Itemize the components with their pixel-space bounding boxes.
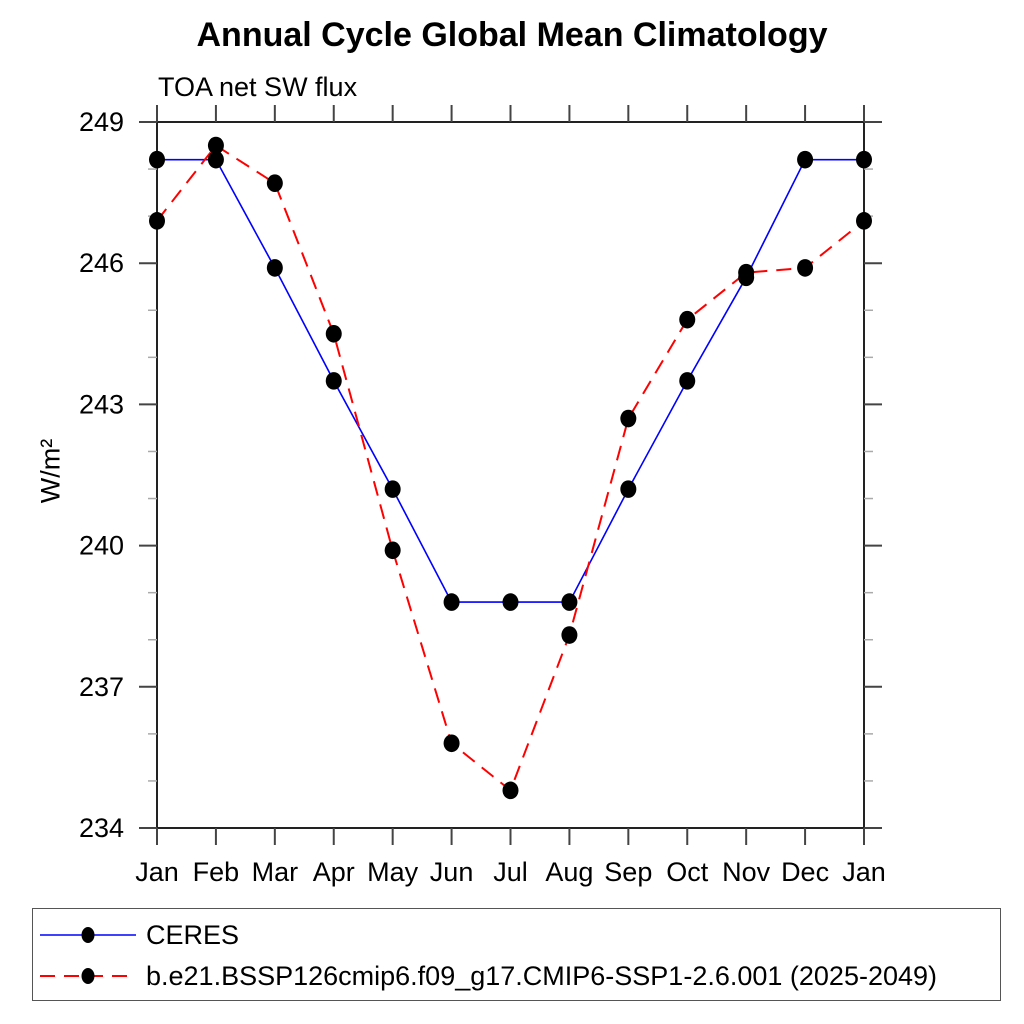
series-line-0 <box>157 158 864 603</box>
data-point-marker-0 <box>620 480 637 498</box>
x-tick-label: Apr <box>313 857 355 887</box>
x-tick-label: Sep <box>604 857 652 887</box>
legend-item-ceres: CERES <box>38 921 239 949</box>
data-point-marker-1 <box>384 541 401 560</box>
data-point-marker-0 <box>149 150 165 169</box>
legend-swatch-model <box>40 968 136 984</box>
data-point-marker-1 <box>856 212 872 230</box>
data-point-marker-1 <box>266 174 283 192</box>
x-tick-label: Aug <box>545 857 593 887</box>
chart-title: Annual Cycle Global Mean Climatology <box>196 16 828 54</box>
data-point-marker-1 <box>738 263 755 282</box>
legend-label-model: b.e21.BSSP126cmip6.f09_g17.CMIP6-SSP1-2.… <box>146 961 938 991</box>
legend-box: CERES b.e21.BSSP126cmip6.f09_g17.CMIP6-S… <box>32 908 1001 1001</box>
legend-marker-dot <box>81 927 95 943</box>
data-point-marker-1 <box>620 409 637 428</box>
data-point-marker-0 <box>325 372 342 390</box>
legend-item-model: b.e21.BSSP126cmip6.f09_g17.CMIP6-SSP1-2.… <box>38 962 937 990</box>
data-point-marker-0 <box>266 259 283 277</box>
y-tick-label: 240 <box>79 531 124 561</box>
data-point-marker-1 <box>207 136 224 155</box>
data-point-marker-0 <box>207 150 224 169</box>
y-tick-label: 246 <box>79 248 124 278</box>
data-point-marker-0 <box>502 593 519 611</box>
plot-frame <box>156 121 865 829</box>
x-tick-label: Jun <box>430 857 474 887</box>
y-tick-label: 234 <box>79 813 124 843</box>
y-tick-label: 243 <box>79 389 124 419</box>
x-tick-label: Oct <box>666 857 709 887</box>
x-tick-label: Jan <box>842 857 886 887</box>
x-tick-label: Nov <box>722 857 771 887</box>
data-point-marker-1 <box>797 259 814 277</box>
x-tick-label: Jan <box>135 857 179 887</box>
data-point-marker-1 <box>443 734 460 753</box>
legend-marker-dot <box>81 968 95 984</box>
x-tick-label: Mar <box>252 857 299 887</box>
data-point-marker-1 <box>325 325 342 343</box>
data-point-marker-0 <box>443 593 460 611</box>
data-point-marker-0 <box>384 480 401 498</box>
legend-label-ceres: CERES <box>146 920 240 950</box>
x-tick-label: Dec <box>781 857 829 887</box>
chart-subtitle: TOA net SW flux <box>158 72 358 102</box>
data-point-marker-0 <box>679 372 696 390</box>
y-tick-label: 237 <box>79 672 124 702</box>
data-point-marker-0 <box>856 150 872 169</box>
x-tick-label: Feb <box>193 857 240 887</box>
data-point-marker-1 <box>502 781 519 800</box>
series-line-1 <box>156 144 865 792</box>
y-tick-label: 249 <box>79 107 124 137</box>
x-tick-label: May <box>367 857 419 887</box>
data-point-marker-0 <box>561 593 578 611</box>
data-point-marker-1 <box>561 626 578 644</box>
legend-swatch-ceres <box>40 927 136 943</box>
data-point-marker-1 <box>679 310 696 329</box>
data-point-marker-1 <box>149 212 165 230</box>
data-point-marker-0 <box>797 150 814 169</box>
x-tick-label: Jul <box>493 857 528 887</box>
